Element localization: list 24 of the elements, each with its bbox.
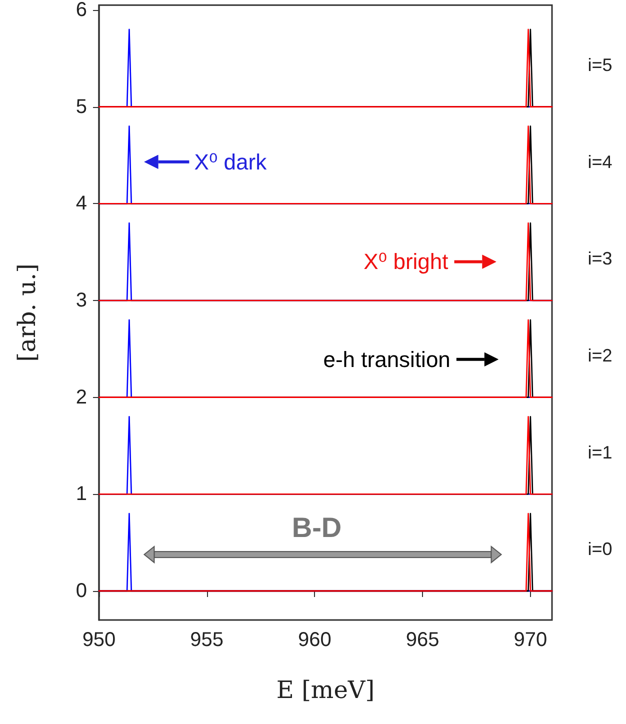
y-tick-label: 6 <box>76 0 87 21</box>
x-tick-label: 970 <box>514 629 548 651</box>
y-axis-title: [arb. u.] <box>13 263 41 362</box>
annotation: B-D <box>292 512 342 544</box>
x-axis-title: E [meV] <box>276 676 375 704</box>
text: i=1 <box>588 442 612 462</box>
x-tick-label: 960 <box>298 629 332 651</box>
y-tick-label: 0 <box>76 580 87 602</box>
text: i=2 <box>588 345 612 366</box>
x-tick-label: 955 <box>190 629 224 651</box>
x-tick-label: 950 <box>82 629 116 651</box>
text: i=5 <box>588 54 612 75</box>
annotation: X⁰ dark <box>194 149 268 174</box>
text: i=4 <box>588 152 612 172</box>
x-tick-label: 965 <box>406 629 440 651</box>
y-tick-label: 2 <box>76 386 87 408</box>
y-tick-label: 5 <box>76 96 87 118</box>
y-tick-label: 1 <box>76 483 87 506</box>
y-tick-label: 3 <box>76 289 87 312</box>
text: i=3 <box>588 248 612 269</box>
text: i=0 <box>588 539 612 560</box>
y-tick-label: 4 <box>76 192 87 215</box>
annotation: X⁰ bright <box>364 249 448 274</box>
annotation: e-h transition <box>323 346 450 372</box>
